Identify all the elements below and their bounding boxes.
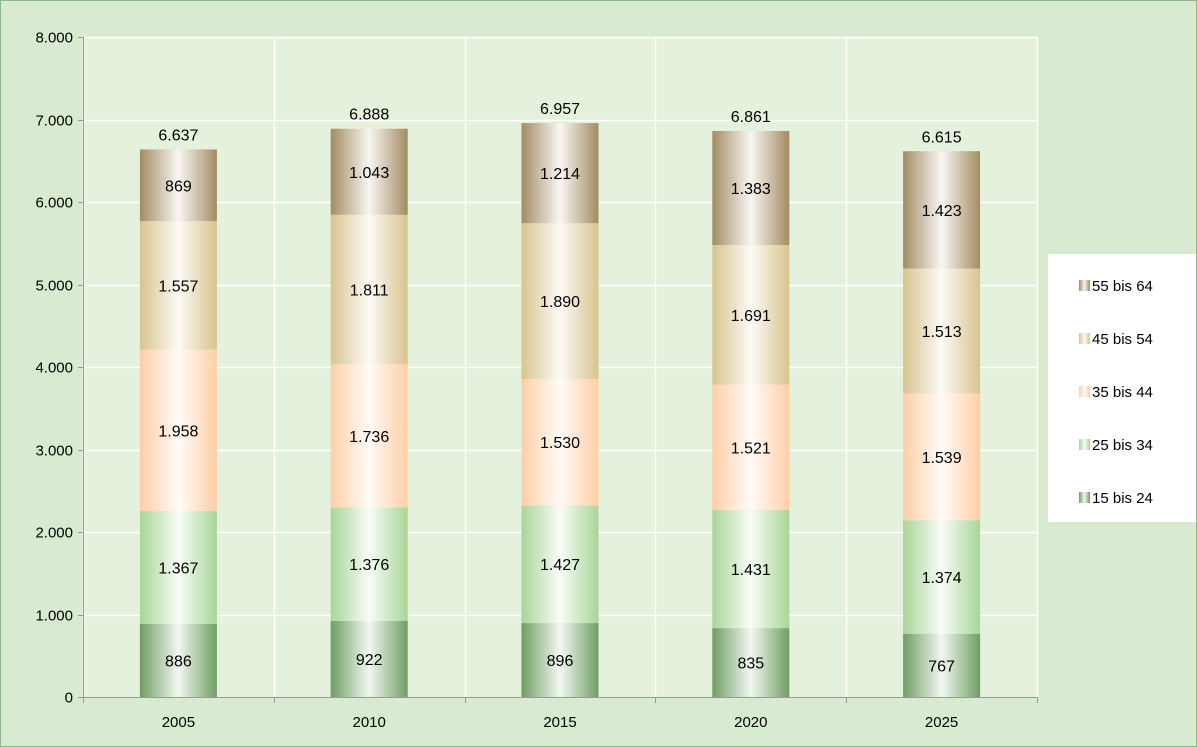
data-label: 1.376 [349,557,389,574]
total-label: 6.861 [731,109,771,126]
bar-segment [521,379,599,506]
x-tick-label: 2020 [734,714,767,731]
legend-label: 15 bis 24 [1092,490,1153,507]
bar-segment [139,623,217,697]
bar-segment [521,505,599,624]
data-label: 1.521 [731,440,771,457]
legend: 55 bis 64 45 bis 54 35 bis 44 25 bis 34 15 b… [1048,254,1196,522]
bar-segment [903,393,981,521]
legend-swatch [1079,280,1090,291]
legend-label: 45 bis 54 [1092,331,1153,348]
y-tick-label: 5.000 [35,278,73,295]
legend-box [1048,254,1196,522]
data-label: 886 [165,653,192,670]
legend-swatch [1079,386,1090,397]
bar-segment [330,364,408,508]
legend-swatch [1079,439,1090,450]
bar-segment [712,384,790,511]
y-tick-label: 7.000 [35,113,73,130]
bar-segment [903,633,981,697]
bar-segment [330,620,408,697]
data-label: 1.958 [158,423,198,440]
bar-segment [903,151,981,269]
bar-segment [712,628,790,697]
x-tick-label: 2010 [353,714,386,731]
bar-segment [521,223,599,380]
bar-segment [521,123,599,224]
data-label: 1.557 [158,278,198,295]
data-label: 1.043 [349,165,389,182]
data-label: 835 [737,656,764,673]
data-label: 1.214 [540,166,580,183]
y-tick-label: 2.000 [35,525,73,542]
total-label: 6.957 [540,101,580,118]
data-label: 1.539 [922,450,962,467]
data-label: 1.890 [540,294,580,311]
data-label: 1.423 [922,203,962,220]
bars [139,123,981,697]
bar-segment [330,214,408,365]
legend-swatch [1079,492,1090,503]
data-label: 896 [547,653,574,670]
data-labels: 886 1.367 1.958 1.557 869 6.637 922 1.376 1.736 1… [158,101,961,675]
data-label: 767 [928,658,955,675]
data-label: 1.427 [540,557,580,574]
legend-swatch [1079,333,1090,344]
data-label: 869 [165,178,192,195]
bar-segment [139,221,217,350]
bar-segment [139,149,217,222]
bar-segment [330,507,408,621]
y-tick-label: 3.000 [35,443,73,460]
bar-segment [330,128,408,215]
x-tick-label: 2005 [162,714,195,731]
data-label: 1.513 [922,324,962,341]
total-label: 6.615 [922,129,962,146]
bar-segment [139,349,217,512]
x-tick-label: 2025 [925,714,958,731]
data-label: 1.431 [731,562,771,579]
data-label: 1.691 [731,308,771,325]
bar-segment [139,511,217,624]
data-label: 1.367 [158,561,198,578]
legend-label: 55 bis 64 [1092,278,1153,295]
total-label: 6.888 [349,107,389,124]
legend-label: 25 bis 34 [1092,437,1153,454]
x-tick-label: 2015 [543,714,576,731]
data-label: 1.383 [731,181,771,198]
bar-segment [903,520,981,634]
axes: 0 1.000 2.000 3.000 4.000 5.000 6.000 7.000 8.00… [35,30,1038,731]
total-label: 6.637 [158,127,198,144]
data-label: 1.811 [350,282,389,299]
y-tick-label: 1.000 [35,608,73,625]
y-tick-label: 4.000 [35,360,73,377]
y-tick-label: 8.000 [35,30,73,47]
bar-segment [712,245,790,385]
legend-label: 35 bis 44 [1092,384,1153,401]
y-tick-label: 6.000 [35,195,73,212]
data-label: 1.374 [922,570,962,587]
bar-segment [712,130,790,246]
bar-segment [521,623,599,697]
data-label: 1.736 [349,429,389,446]
bar-segment [903,268,981,394]
y-tick-label: 0 [65,690,73,707]
data-label: 1.530 [540,435,580,452]
data-label: 922 [356,652,383,669]
bar-segment [712,510,790,629]
